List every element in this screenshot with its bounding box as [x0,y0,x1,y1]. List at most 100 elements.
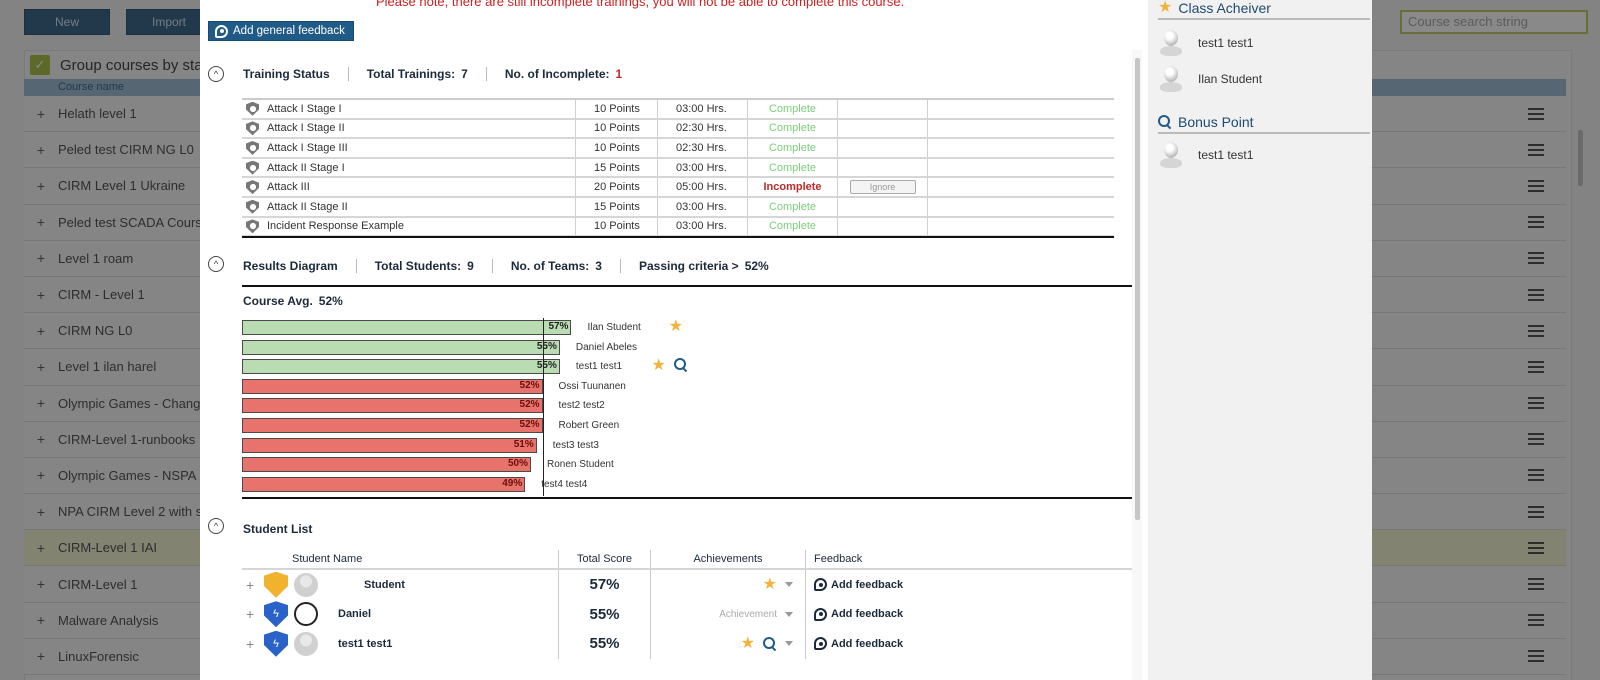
results-header: Results Diagram Total Students: 9 No. of… [243,259,769,273]
side-student-item[interactable]: test1 test1 [1158,28,1253,58]
shield-icon [246,219,259,234]
hamburger-menu-icon[interactable] [1528,288,1544,301]
expand-icon[interactable]: + [36,431,46,448]
bar-value-label: 52% [519,379,540,391]
expand-icon[interactable]: + [36,467,46,484]
expand-icon[interactable]: + [36,358,46,375]
expand-icon[interactable]: + [246,606,255,623]
achievement-dropdown-icon[interactable] [785,611,793,617]
hamburger-menu-icon[interactable] [1528,179,1544,192]
side-student-item[interactable]: Ilan Student [1158,64,1262,94]
expand-icon[interactable]: + [36,503,46,520]
hamburger-menu-icon[interactable] [1528,578,1544,591]
incomplete-warning: Please note, there are still incomplete … [376,0,905,9]
expand-icon[interactable]: + [36,648,46,665]
add-feedback-button[interactable]: Add feedback [805,570,1132,600]
expand-icon[interactable]: + [36,141,46,158]
training-action-cell [838,158,928,177]
result-bar: 51% [242,437,537,453]
achievement-dropdown-icon[interactable] [785,582,793,588]
collapse-results-icon[interactable]: ^ [208,256,224,272]
expand-icon[interactable]: + [36,576,46,593]
hamburger-menu-icon[interactable] [1528,107,1544,120]
divider [242,236,1114,238]
student-row: + ϟ test1 test1 55% ★ Add feedback [242,629,1132,659]
expand-icon[interactable]: + [36,612,46,629]
hamburger-menu-icon[interactable] [1528,505,1544,518]
side-student-item[interactable]: test1 test1 [1158,140,1253,170]
achievements-header[interactable]: Achievements [650,550,805,568]
hamburger-menu-icon[interactable] [1528,216,1544,229]
achievement-dropdown-icon[interactable] [785,641,793,647]
course-search-input[interactable]: Course search string [1400,10,1588,34]
feedback-header[interactable]: Feedback [805,550,1132,568]
collapse-student-list-icon[interactable]: ^ [208,518,224,534]
expand-icon[interactable]: + [36,322,46,339]
add-feedback-button[interactable]: Add feedback [805,629,1132,659]
bar-value-label: 55% [536,360,557,372]
group-by-state[interactable]: ✓ Group courses by state [30,52,215,78]
hamburger-menu-icon[interactable] [1528,433,1544,446]
hamburger-menu-icon[interactable] [1528,360,1544,373]
result-bar: 52% [242,418,543,433]
training-hours: 05:00 Hrs. [658,178,748,196]
expand-icon[interactable]: + [36,177,46,194]
bar-value-label: 52% [519,399,540,411]
course-avg-value: 52% [318,294,343,308]
training-row: Attack I Stage II 10 Points 02:30 Hrs. Comp… [242,119,1114,140]
training-name-cell: Attack III [242,178,576,196]
ignore-button[interactable]: Ignore [849,180,916,195]
achievements-cell: Achievement [650,599,805,629]
teams-value: 3 [595,259,602,273]
expand-icon[interactable]: + [246,635,255,652]
hamburger-menu-icon[interactable] [1528,143,1544,156]
hamburger-menu-icon[interactable] [1528,397,1544,410]
hamburger-menu-icon[interactable] [1528,650,1544,663]
expand-icon[interactable]: + [36,250,46,267]
training-points: 10 Points [576,139,658,157]
expand-icon[interactable]: + [36,286,46,303]
hamburger-menu-icon[interactable] [1528,541,1544,554]
group-by-checkbox[interactable]: ✓ [30,55,50,75]
add-feedback-button[interactable]: Add feedback [805,599,1132,629]
avatar [1158,28,1184,58]
training-name: Attack III [267,181,310,194]
hamburger-menu-icon[interactable] [1528,614,1544,627]
training-name-cell: Attack II Stage I [242,158,576,177]
training-name-cell: Attack I Stage I [242,100,576,118]
student-row: + Student 57% ★ Add feedback [242,570,1132,600]
training-status: Complete [748,158,838,177]
hamburger-menu-icon[interactable] [1528,252,1544,265]
training-name: Attack II Stage I [267,161,345,174]
star-icon: ★ [762,575,777,593]
expand-icon[interactable]: + [246,576,255,593]
course-list-scrollbar[interactable] [1578,130,1583,186]
achievement-select[interactable]: Achievement [719,608,777,620]
training-name-cell: Attack I Stage II [242,119,576,138]
training-table: Attack I Stage I 10 Points 03:00 Hrs. Compl… [242,98,1114,238]
avatar [294,631,318,656]
hamburger-menu-icon[interactable] [1528,324,1544,337]
training-status: Complete [748,217,838,236]
modal-scrollbar[interactable] [1135,58,1140,520]
training-name-cell: Attack II Stage II [242,197,576,216]
expand-icon[interactable]: + [36,214,46,231]
course-name: LinuxForensic [58,648,139,664]
course-name: CIRM-Level 1 IAI [58,540,157,556]
shield-icon [246,121,259,136]
expand-icon[interactable]: + [36,105,46,122]
expand-icon[interactable]: + [36,539,46,556]
result-bar: 52% [242,378,543,394]
student-name-header[interactable]: Student Name [292,553,363,565]
expand-icon[interactable]: + [36,395,46,412]
training-points: 15 Points [576,197,658,216]
new-course-button[interactable]: New [24,9,110,35]
training-action-cell [838,139,928,157]
hamburger-menu-icon[interactable] [1528,469,1544,482]
total-score-header[interactable]: Total Score [558,550,650,568]
bar-student-name: test3 test3 [552,439,599,451]
training-hours: 03:00 Hrs. [658,158,748,177]
add-general-feedback-button[interactable]: Add general feedback [208,21,354,41]
collapse-training-status-icon[interactable]: ^ [208,66,224,82]
training-name-cell: Attack I Stage III [242,139,576,157]
